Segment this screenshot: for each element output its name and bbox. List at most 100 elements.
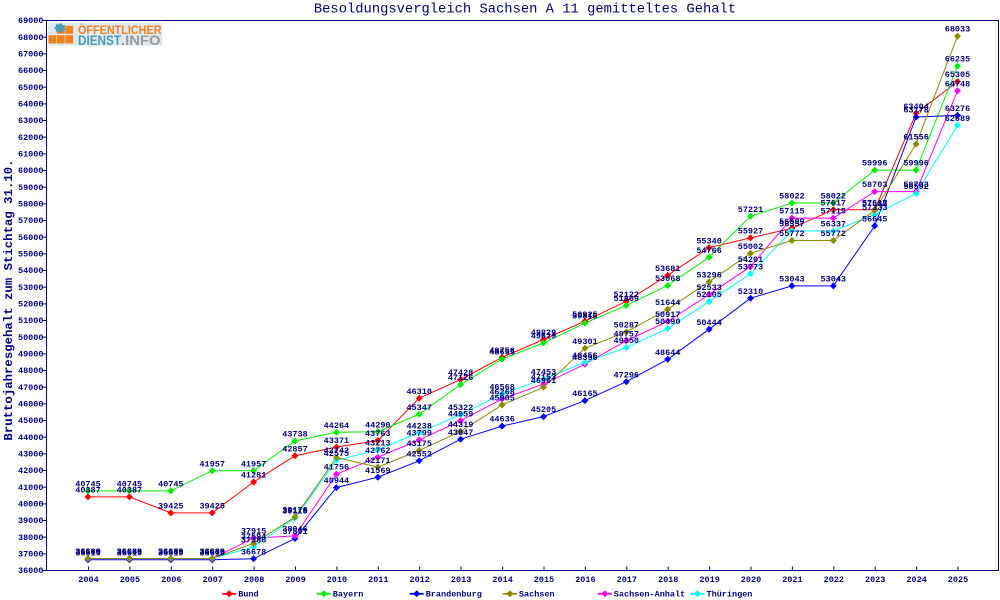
svg-text:55772: 55772: [821, 229, 847, 239]
svg-text:44238: 44238: [406, 421, 432, 431]
svg-text:36619: 36619: [75, 548, 101, 558]
svg-text:57115: 57115: [779, 207, 805, 217]
svg-text:36689: 36689: [158, 547, 184, 557]
svg-text:2014: 2014: [492, 575, 512, 585]
svg-text:49301: 49301: [572, 337, 598, 347]
svg-text:48644: 48644: [655, 348, 681, 358]
svg-text:63000: 63000: [18, 116, 44, 126]
svg-text:2024: 2024: [906, 575, 926, 585]
svg-text:51869: 51869: [614, 294, 640, 304]
svg-text:45322: 45322: [448, 403, 474, 413]
svg-text:54000: 54000: [18, 266, 44, 276]
svg-text:42857: 42857: [282, 444, 308, 454]
svg-text:36689: 36689: [117, 547, 143, 557]
svg-text:61556: 61556: [903, 133, 929, 143]
svg-text:63178: 63178: [903, 106, 929, 116]
svg-text:53068: 53068: [655, 274, 681, 284]
svg-text:57000: 57000: [18, 216, 44, 226]
svg-text:56357: 56357: [779, 219, 805, 229]
svg-text:48000: 48000: [18, 366, 44, 376]
svg-text:57115: 57115: [821, 207, 847, 217]
svg-text:37000: 37000: [18, 550, 44, 560]
svg-text:2021: 2021: [782, 575, 802, 585]
svg-text:44290: 44290: [365, 420, 391, 430]
svg-text:54201: 54201: [738, 255, 764, 265]
svg-text:58022: 58022: [821, 192, 847, 202]
svg-text:43847: 43847: [448, 428, 474, 438]
svg-text:36689: 36689: [199, 547, 225, 557]
svg-text:47000: 47000: [18, 383, 44, 393]
svg-text:55340: 55340: [696, 236, 722, 246]
svg-text:47153: 47153: [531, 373, 557, 383]
svg-text:37891: 37891: [282, 527, 308, 537]
svg-text:40745: 40745: [158, 480, 184, 490]
svg-text:67000: 67000: [18, 50, 44, 60]
svg-text:2008: 2008: [244, 575, 264, 585]
svg-text:56337: 56337: [821, 220, 847, 230]
svg-text:36619: 36619: [117, 548, 143, 558]
svg-text:57333: 57333: [862, 203, 888, 213]
svg-text:57583: 57583: [862, 199, 888, 209]
svg-text:44000: 44000: [18, 433, 44, 443]
svg-text:63276: 63276: [945, 104, 971, 114]
svg-text:68000: 68000: [18, 33, 44, 43]
svg-text:52105: 52105: [696, 290, 722, 300]
svg-text:37386: 37386: [241, 536, 267, 546]
svg-text:59996: 59996: [862, 159, 888, 169]
svg-text:40745: 40745: [117, 480, 143, 490]
svg-text:48655: 48655: [489, 348, 515, 358]
svg-text:40745: 40745: [75, 480, 101, 490]
svg-text:46268: 46268: [489, 388, 515, 398]
svg-text:Brandenburg: Brandenburg: [426, 590, 482, 600]
svg-text:57617: 57617: [862, 198, 888, 208]
svg-text:2015: 2015: [534, 575, 554, 585]
svg-text:36689: 36689: [158, 547, 184, 557]
svg-text:64748: 64748: [945, 80, 971, 90]
svg-text:48456: 48456: [572, 351, 598, 361]
svg-text:52310: 52310: [738, 287, 764, 297]
svg-text:36689: 36689: [75, 547, 101, 557]
svg-text:58022: 58022: [779, 192, 805, 202]
svg-text:36689: 36689: [75, 547, 101, 557]
svg-text:44319: 44319: [448, 420, 474, 430]
svg-text:37915: 37915: [241, 527, 267, 537]
svg-text:47428: 47428: [448, 368, 474, 378]
svg-text:55000: 55000: [18, 250, 44, 260]
svg-text:42171: 42171: [365, 456, 391, 466]
svg-text:62000: 62000: [18, 133, 44, 143]
svg-text:36689: 36689: [199, 547, 225, 557]
svg-text:56509: 56509: [779, 217, 805, 227]
svg-text:62689: 62689: [945, 114, 971, 124]
svg-text:2023: 2023: [865, 575, 885, 585]
svg-text:43738: 43738: [282, 430, 308, 440]
svg-text:54766: 54766: [696, 246, 722, 256]
svg-text:40944: 40944: [324, 476, 350, 486]
svg-text:42762: 42762: [365, 446, 391, 456]
svg-text:39425: 39425: [158, 502, 184, 512]
svg-text:50917: 50917: [655, 310, 681, 320]
svg-text:40387: 40387: [75, 486, 101, 496]
svg-text:68033: 68033: [945, 25, 971, 35]
svg-text:2018: 2018: [658, 575, 678, 585]
svg-text:52533: 52533: [696, 283, 722, 293]
svg-text:56645: 56645: [862, 215, 888, 225]
svg-text:38000: 38000: [18, 533, 44, 543]
svg-text:40000: 40000: [18, 500, 44, 510]
svg-text:2022: 2022: [824, 575, 844, 585]
svg-text:65000: 65000: [18, 83, 44, 93]
svg-text:39425: 39425: [199, 502, 225, 512]
svg-text:53043: 53043: [821, 275, 847, 285]
svg-text:45205: 45205: [531, 405, 557, 415]
svg-text:65305: 65305: [945, 70, 971, 80]
svg-text:61000: 61000: [18, 150, 44, 160]
svg-text:Besoldungsvergleich Sachsen A: Besoldungsvergleich Sachsen A 11 gemitte…: [314, 2, 736, 18]
svg-text:43000: 43000: [18, 450, 44, 460]
svg-text:69000: 69000: [18, 16, 44, 26]
svg-text:2016: 2016: [575, 575, 595, 585]
svg-text:52000: 52000: [18, 300, 44, 310]
svg-text:2025: 2025: [948, 575, 968, 585]
svg-text:Sachsen: Sachsen: [519, 590, 555, 600]
svg-text:36619: 36619: [199, 548, 225, 558]
svg-text:39000: 39000: [18, 516, 44, 526]
svg-text:58703: 58703: [862, 180, 888, 190]
